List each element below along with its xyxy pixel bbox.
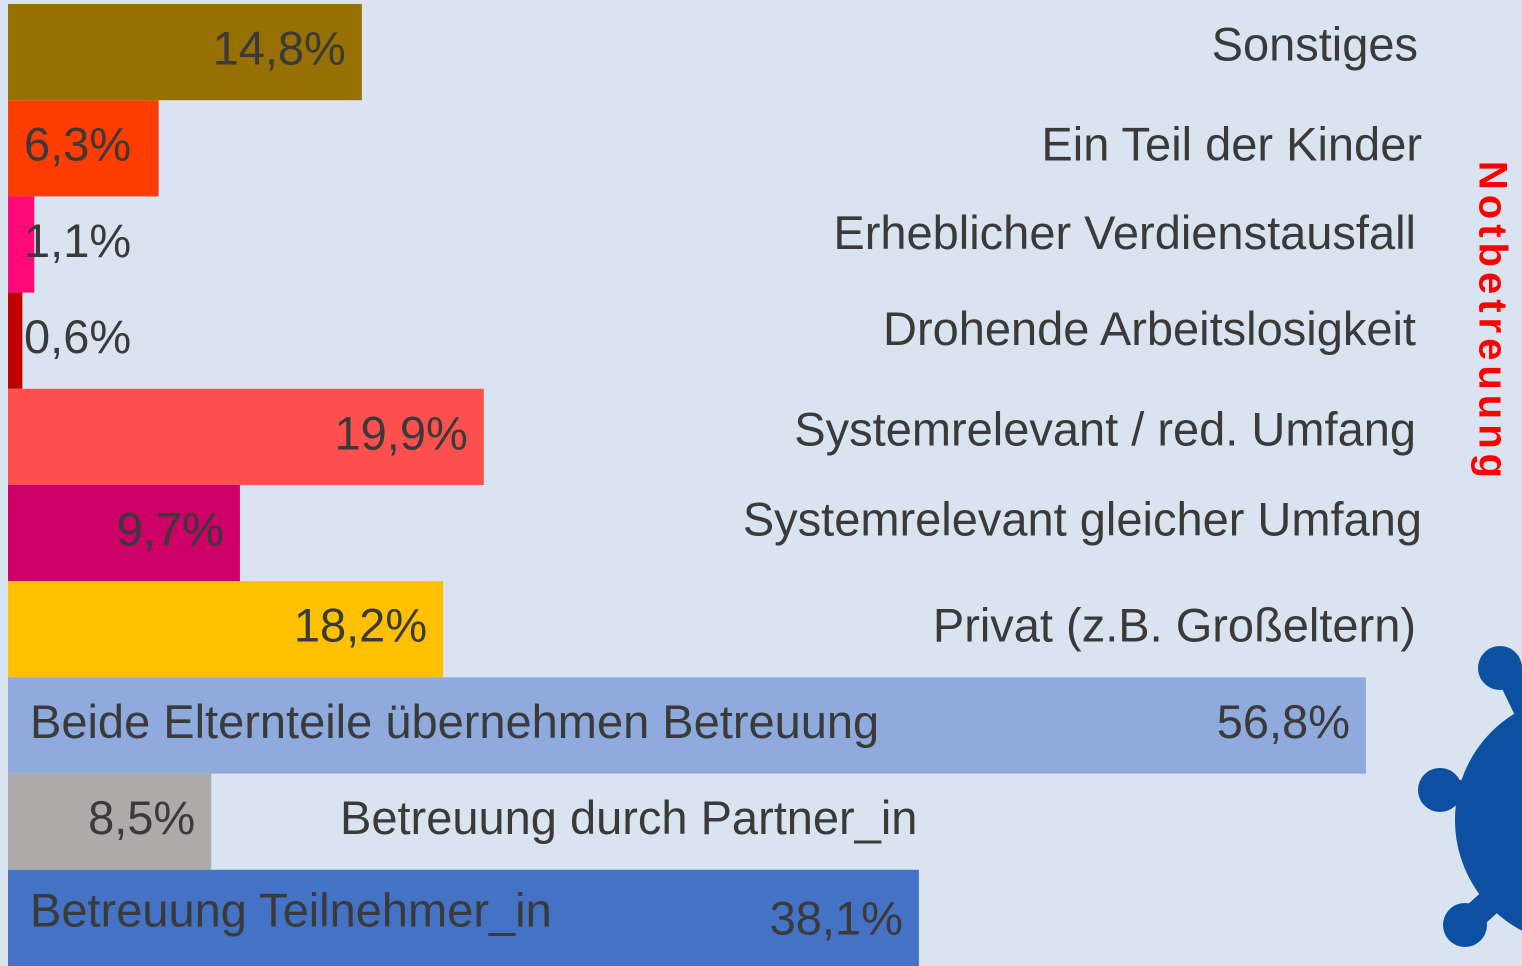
category-label: Sonstiges [1212, 18, 1418, 71]
value-label: 6,3% [24, 118, 131, 171]
bar [8, 100, 159, 197]
category-label: Betreuung Teilnehmer_in [30, 883, 552, 936]
bar [8, 485, 240, 582]
value-label: 9,7% [117, 503, 224, 556]
category-label: Beide Elternteile übernehmen Betreuung [30, 695, 879, 748]
category-label: Erheblicher Verdienstausfall [833, 206, 1416, 259]
value-label: 0,6% [24, 310, 131, 363]
value-label: 8,5% [88, 791, 195, 844]
virus-icon [1418, 646, 1522, 947]
category-label: Ein Teil der Kinder [1041, 118, 1422, 171]
bar [8, 4, 362, 101]
bar [8, 196, 35, 293]
bar [8, 292, 23, 389]
bar [8, 773, 212, 870]
category-label: Systemrelevant gleicher Umfang [743, 493, 1422, 546]
value-label: 14,8% [213, 22, 346, 75]
bar [8, 869, 919, 966]
value-label: 38,1% [770, 891, 903, 944]
category-label: Systemrelevant / red. Umfang [794, 402, 1416, 455]
bar [8, 677, 1366, 774]
bar [8, 388, 484, 485]
bar [8, 581, 444, 678]
category-label: Betreuung durch Partner_in [340, 791, 917, 844]
category-label: Drohende Arbeitslosigkeit [883, 302, 1416, 355]
value-label: 18,2% [294, 599, 427, 652]
category-label: Privat (z.B. Großeltern) [933, 599, 1416, 652]
value-label: 56,8% [1217, 695, 1350, 748]
value-label: 1,1% [24, 214, 131, 267]
value-label: 19,9% [334, 406, 467, 459]
side-label: Notbetreuung [1470, 161, 1514, 483]
